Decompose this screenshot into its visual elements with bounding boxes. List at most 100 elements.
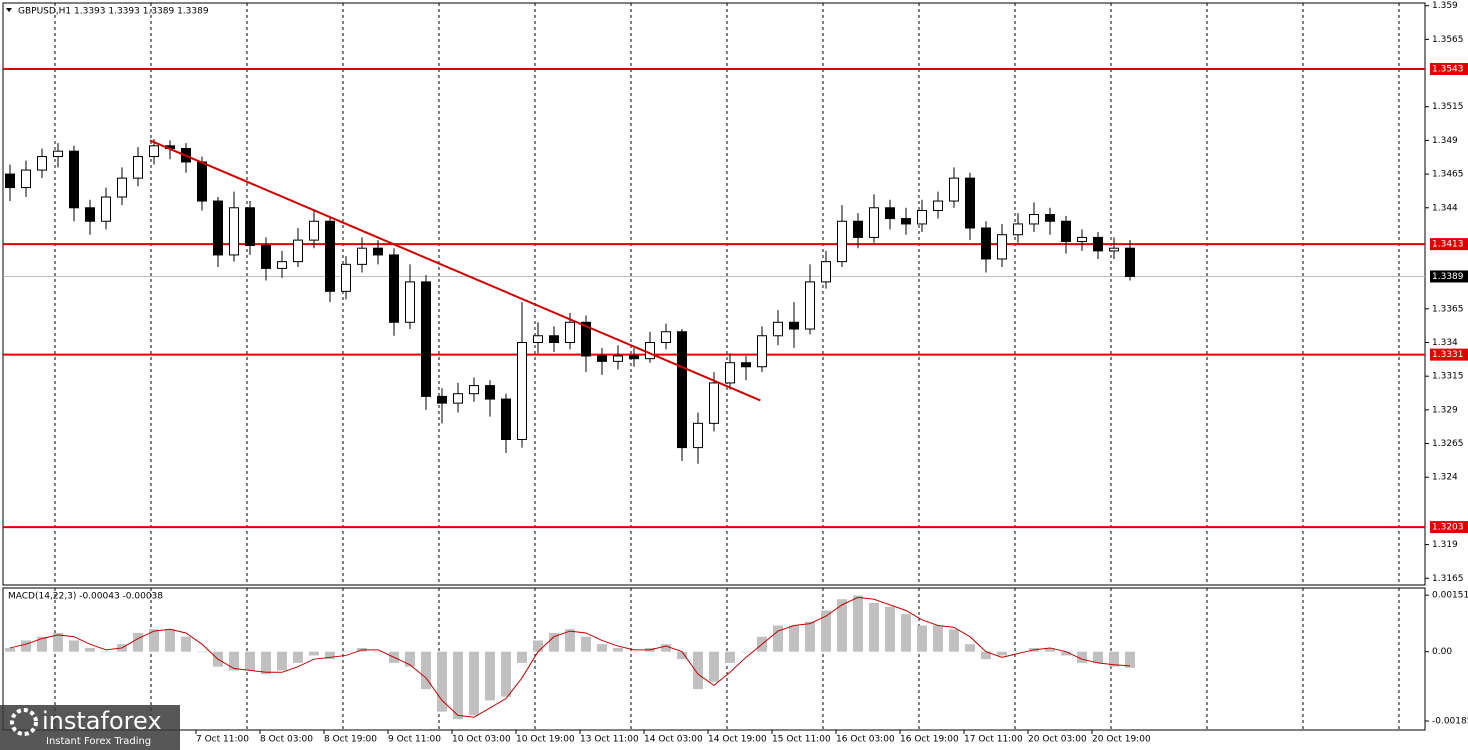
macd-bar xyxy=(277,651,287,671)
macd-y-tick-label: 0.00151 xyxy=(1432,591,1468,601)
macd-bar xyxy=(293,651,303,663)
macd-y-tick-label: 0.00 xyxy=(1432,647,1452,657)
macd-bar xyxy=(1125,651,1135,668)
candle-body xyxy=(709,382,719,424)
macd-bar xyxy=(421,651,431,690)
macd-panel xyxy=(2,587,1426,731)
macd-bar xyxy=(1013,651,1023,653)
macd-bar xyxy=(853,595,863,652)
macd-bar xyxy=(5,647,15,652)
x-tick-label: 20 Oct 19:00 xyxy=(1092,735,1151,745)
y-tick-label: 1.349 xyxy=(1432,136,1458,146)
candle-body xyxy=(1077,236,1087,242)
logo-icon xyxy=(10,708,38,736)
macd-bar xyxy=(917,625,927,652)
candle-body xyxy=(373,247,383,256)
candle-body xyxy=(533,335,543,343)
macd-bar xyxy=(373,651,383,653)
candle-body xyxy=(821,261,831,283)
x-tick-label: 13 Oct 11:00 xyxy=(580,735,639,745)
macd-bar xyxy=(549,632,559,652)
y-tick-label: 1.3265 xyxy=(1432,439,1464,449)
candle-body xyxy=(1125,247,1135,277)
macd-bar xyxy=(1077,651,1087,663)
level-label-box xyxy=(1430,63,1468,76)
candle-body xyxy=(565,321,575,343)
candle-body xyxy=(197,161,207,202)
grid xyxy=(54,3,1400,730)
macd-bar xyxy=(453,651,463,720)
symbol-header: GBPUSD,H1 1.3393 1.3393 1.3389 1.3389 xyxy=(18,7,209,17)
macd-bar xyxy=(965,644,975,652)
candle-body xyxy=(469,385,479,395)
macd-bar xyxy=(581,636,591,652)
candle-body xyxy=(69,150,79,209)
macd-bar xyxy=(949,629,959,652)
candle-body xyxy=(37,156,47,171)
macd-bar xyxy=(197,651,207,653)
candle-body xyxy=(757,335,767,368)
macd-bar xyxy=(405,651,415,667)
candle-body xyxy=(389,254,399,323)
candle-body xyxy=(293,239,303,263)
y-tick-label: 1.319 xyxy=(1432,540,1458,550)
x-tick-label: 16 Oct 03:00 xyxy=(836,735,895,745)
x-tick-label: 14 Oct 19:00 xyxy=(708,735,767,745)
candle-body xyxy=(949,177,959,202)
x-tick-label: 15 Oct 11:00 xyxy=(772,735,831,745)
y-tick-label: 1.344 xyxy=(1432,203,1458,213)
candle-body xyxy=(629,355,639,360)
logo-name: instaforex xyxy=(42,707,162,735)
candle-body xyxy=(325,220,335,292)
macd-bar xyxy=(821,610,831,652)
candle-body xyxy=(965,177,975,229)
macd-bar xyxy=(933,625,943,652)
macd-bar xyxy=(677,651,687,660)
macd-bar xyxy=(437,651,447,712)
macd-y-tick-label: -0.00185 xyxy=(1432,717,1468,727)
macd-bar xyxy=(629,651,639,653)
y-tick-label: 1.334 xyxy=(1432,338,1458,348)
candle-body xyxy=(549,335,559,343)
candle-body xyxy=(85,207,95,222)
macd-bar xyxy=(1093,651,1103,663)
macd-bar xyxy=(165,629,175,652)
macd-bar xyxy=(37,636,47,652)
candle-body xyxy=(309,220,319,241)
macd-title: MACD(14,22,3) -0.00043 -0.00038 xyxy=(8,592,163,602)
macd-bar xyxy=(181,636,191,652)
candle-body xyxy=(789,321,799,330)
candle-body xyxy=(725,362,735,384)
candle-body xyxy=(5,173,15,189)
macd-bar xyxy=(661,644,671,652)
macd-bar xyxy=(69,640,79,652)
x-tick-label: 7 Oct 11:00 xyxy=(196,735,249,745)
level-label-box xyxy=(1430,521,1468,534)
candle-body xyxy=(773,321,783,337)
candle-body xyxy=(501,398,511,441)
level-label: 1.3413 xyxy=(1432,240,1464,250)
macd-bar xyxy=(53,632,63,652)
candle-body xyxy=(453,393,463,404)
y-tick-label: 1.3465 xyxy=(1432,170,1464,180)
candle-body xyxy=(1061,220,1071,242)
candle-body xyxy=(981,227,991,260)
macd-bar xyxy=(485,651,495,701)
trend-line xyxy=(149,139,761,402)
y-tick-label: 1.3365 xyxy=(1432,304,1464,314)
macd-bar xyxy=(133,632,143,652)
x-tick-label: 8 Oct 19:00 xyxy=(324,735,377,745)
candle-body xyxy=(229,207,239,256)
macd-bar xyxy=(533,640,543,652)
x-tick-label: 14 Oct 03:00 xyxy=(644,735,703,745)
candle-body xyxy=(1109,247,1119,252)
macd-bar xyxy=(613,647,623,652)
macd-bar xyxy=(837,599,847,652)
candle-body xyxy=(837,220,847,263)
candle-body xyxy=(117,177,127,198)
candle-body xyxy=(357,247,367,265)
macd-bar xyxy=(85,647,95,652)
x-tick-label: 16 Oct 19:00 xyxy=(900,735,959,745)
macd-bar xyxy=(325,651,335,660)
